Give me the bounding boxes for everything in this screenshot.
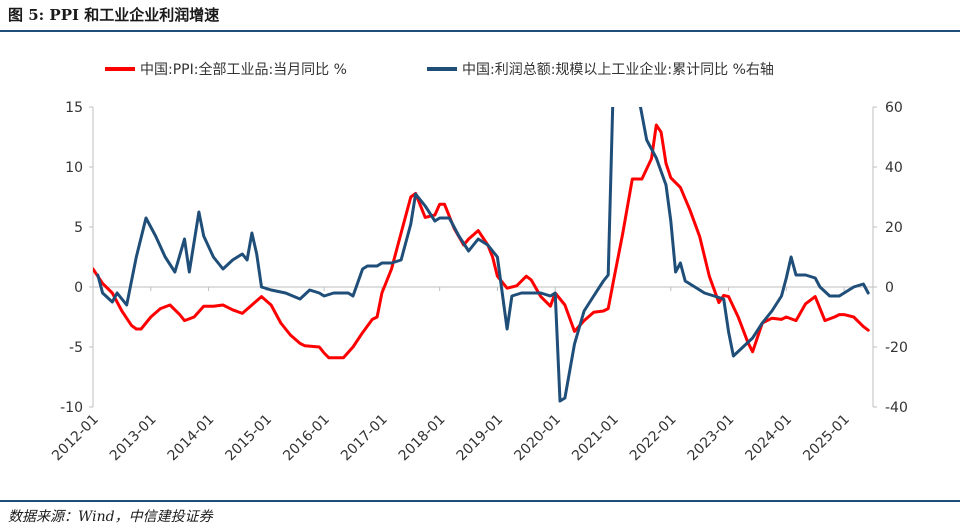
x-tick-label: 2017-01 (338, 412, 391, 465)
y-right-tick-label: 0 (885, 280, 894, 296)
x-tick-label: 2015-01 (222, 412, 275, 465)
y-left-tick-label: -5 (69, 340, 83, 356)
series-line-ppi (93, 123, 870, 360)
legend: 中国:PPI:全部工业品:当月同比 % 中国:利润总额:规模以上工业企业:累计同比… (105, 61, 774, 78)
chart-svg: 中国:PPI:全部工业品:当月同比 % 中国:利润总额:规模以上工业企业:累计同比… (49, 61, 908, 464)
y-right-tick-label: 40 (885, 160, 903, 176)
x-tick-label: 2019-01 (454, 412, 507, 465)
x-tick-label: 2025-01 (800, 412, 853, 465)
x-tick-label: 2013-01 (107, 412, 160, 465)
x-tick-label: 2016-01 (280, 412, 333, 465)
x-tick-label: 2020-01 (511, 412, 564, 465)
y-right-tick-label: -40 (885, 400, 908, 416)
x-tick-label: 2022-01 (627, 412, 680, 465)
x-tick-label: 2014-01 (165, 412, 218, 465)
y-right-tick-label: -20 (885, 340, 908, 356)
bottom-rule (0, 500, 960, 502)
x-tick-label: 2023-01 (685, 412, 738, 465)
x-tick-label: 2024-01 (742, 412, 795, 465)
y-right-tick-label: 60 (885, 100, 903, 116)
y-left-tick-label: 10 (65, 160, 83, 176)
plot-area (93, 107, 870, 403)
x-tick-label: 2021-01 (569, 412, 622, 465)
legend-label-profit: 中国:利润总额:规模以上工业企业:累计同比 %右轴 (462, 61, 774, 78)
top-rule (0, 30, 960, 32)
chart-title: 图 5: PPI 和工业企业利润增速 (8, 6, 220, 24)
y-left-tick-label: 15 (65, 100, 83, 116)
y-right-tick-label: 20 (885, 220, 903, 236)
legend-label-ppi: 中国:PPI:全部工业品:当月同比 % (140, 61, 347, 78)
y-left-tick-label: -10 (60, 400, 83, 416)
x-tick-label: 2012-01 (49, 412, 102, 465)
y-left-tick-label: 5 (74, 220, 83, 236)
source-note: 数据来源：Wind，中信建投证券 (8, 509, 213, 525)
series-line-profit (96, 107, 870, 403)
x-tick-label: 2018-01 (396, 412, 449, 465)
y-left-tick-label: 0 (74, 280, 83, 296)
